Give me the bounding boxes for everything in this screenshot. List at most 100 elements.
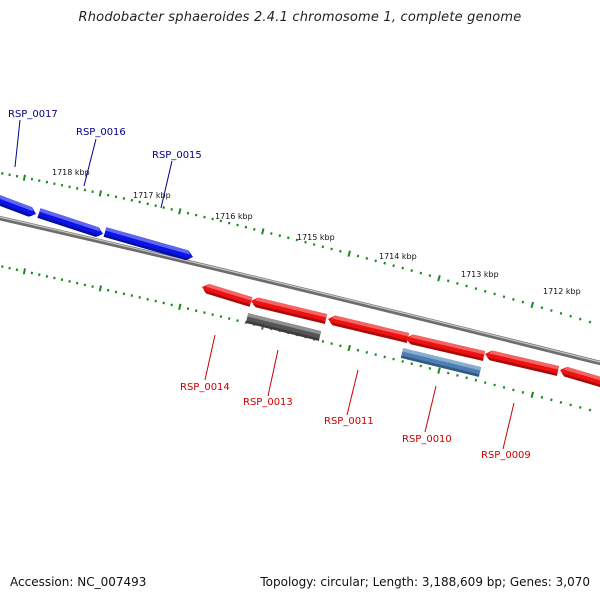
minor-tick-revTicks-17 [122,292,126,296]
minor-tick-revTicks-60 [493,383,496,387]
minor-tick-fwdTicks-63 [521,300,525,304]
minor-tick-fwdTicks-17 [122,197,126,200]
minor-tick-fwdTicks-32 [244,225,248,229]
leader-line-RSP_0017 [14,119,21,168]
minor-tick-fwdTicks-11 [75,187,79,190]
minor-tick-revTicks-28 [211,313,214,316]
gene-label-RSP_0013[interactable]: RSP_0013 [243,397,293,408]
scale-label-1715: 1715 kbp [297,233,335,242]
minor-tick-revTicks-55 [446,371,450,375]
gene-label-RSP_0014[interactable]: RSP_0014 [180,382,230,393]
minor-tick-fwdTicks-60 [493,292,496,296]
major-tick-fwdTicks-34 [261,228,265,235]
gene-arrow-RSP_0014[interactable] [201,282,253,307]
minor-tick-revTicks-31 [236,319,239,323]
major-tick-fwdTicks-24 [178,208,182,215]
minor-tick-fwdTicks-41 [321,245,325,249]
scale-label-1713: 1713 kbp [461,270,499,279]
gene-arrow-highlight-RSP_0016 [39,208,101,232]
accession-text: Accession: NC_007493 [10,575,147,589]
gene-arrow-highlight-RSP_0010a [409,334,486,355]
minor-tick-fwdTicks-68 [569,314,572,318]
gene-label-RSP_0011[interactable]: RSP_0011 [324,416,374,427]
leader-line-RSP_0013 [267,349,279,397]
minor-tick-revTicks-68 [569,403,572,407]
minor-tick-revTicks-7 [45,275,49,278]
minor-tick-revTicks-67 [559,400,563,404]
gene-arrow-shade-RSP_0017 [0,201,33,217]
gene-arrow-highlight-RSP_0008 [563,366,600,382]
gene-arrow-shade-RSP_0015 [103,234,191,261]
minor-tick-fwdTicks-30 [227,221,231,225]
gene-arrow-shade-RSP_0010a [407,340,484,361]
minor-tick-revTicks-11 [75,281,79,285]
minor-tick-revTicks-61 [502,385,506,389]
gene-arrow-shade-RSP_0008 [561,373,600,388]
scale-label-1717: 1717 kbp [133,191,171,200]
minor-tick-fwdTicks-1 [1,172,4,175]
minor-tick-fwdTicks-59 [483,289,487,293]
major-tick-fwdTicks-14 [98,190,103,197]
minor-tick-revTicks-49 [392,357,395,361]
minor-tick-fwdTicks-69 [578,317,582,321]
minor-tick-fwdTicks-56 [456,281,459,285]
gene-label-RSP_0010[interactable]: RSP_0010 [402,434,452,445]
minor-tick-fwdTicks-19 [138,200,141,204]
minor-tick-fwdTicks-49 [392,264,395,268]
minor-tick-fwdTicks-28 [211,217,214,221]
minor-tick-revTicks-20 [146,297,149,301]
minor-tick-fwdTicks-8 [53,182,56,186]
gene-arrow-RSP_0008[interactable] [559,365,600,388]
minor-tick-revTicks-58 [474,378,478,382]
minor-tick-revTicks-62 [512,388,515,392]
minor-tick-fwdTicks-39 [304,240,307,244]
minor-tick-fwdTicks-51 [410,269,413,273]
minor-tick-revTicks-70 [588,408,592,412]
minor-tick-fwdTicks-3 [15,174,19,178]
minor-tick-revTicks-41 [321,339,325,343]
major-tick-fwdTicks-64 [530,301,535,309]
minor-tick-fwdTicks-48 [383,261,386,265]
minor-tick-revTicks-53 [428,366,432,370]
gene-label-RSP_0017[interactable]: RSP_0017 [8,109,58,120]
minor-tick-revTicks-29 [219,315,223,319]
minor-tick-revTicks-25 [186,307,190,311]
minor-tick-revTicks-47 [374,353,377,357]
minor-tick-revTicks-8 [53,276,56,280]
minor-tick-fwdTicks-58 [474,287,478,291]
leader-line-RSP_0011 [346,369,359,416]
gene-arrow-highlight-RSP_0012 [254,297,328,318]
gene-arrow-highlight-RSP_0014 [205,283,253,301]
gene-label-RSP_0009[interactable]: RSP_0009 [481,450,531,461]
minor-tick-fwdTicks-53 [428,274,432,278]
minor-tick-fwdTicks-40 [312,243,316,246]
minor-tick-revTicks-46 [365,350,369,354]
minor-tick-fwdTicks-21 [154,204,157,208]
minor-tick-revTicks-57 [465,376,468,380]
gene-arrow-highlight-RSP_0011 [331,315,410,337]
scale-label-1716: 1716 kbp [215,212,253,221]
minor-tick-revTicks-9 [60,278,64,282]
minor-tick-fwdTicks-52 [419,271,423,275]
minor-tick-fwdTicks-70 [588,320,592,324]
gene-label-RSP_0015[interactable]: RSP_0015 [152,150,202,161]
gene-arrow-highlight-RSP_0017 [0,194,34,212]
gene-arrow-highlight-RSP_0013 [247,313,322,335]
minor-tick-fwdTicks-23 [170,208,173,211]
minor-tick-fwdTicks-61 [502,295,506,299]
leader-line-RSP_0010 [424,385,437,433]
minor-tick-fwdTicks-43 [339,249,342,253]
gene-label-RSP_0016[interactable]: RSP_0016 [76,127,126,138]
minor-tick-fwdTicks-10 [68,185,71,189]
major-tick-revTicks-24 [178,303,182,310]
minor-tick-fwdTicks-15 [106,193,110,197]
gene-arrow-RSP_0012[interactable] [250,296,328,324]
major-tick-revTicks-44 [347,344,351,352]
minor-tick-revTicks-2 [8,266,11,270]
major-tick-fwdTicks-54 [437,275,441,282]
leader-line-RSP_0009 [502,402,515,450]
minor-tick-fwdTicks-2 [8,173,11,177]
minor-tick-revTicks-42 [330,342,333,346]
major-tick-fwdTicks-4 [22,174,26,181]
minor-tick-revTicks-23 [170,303,173,307]
